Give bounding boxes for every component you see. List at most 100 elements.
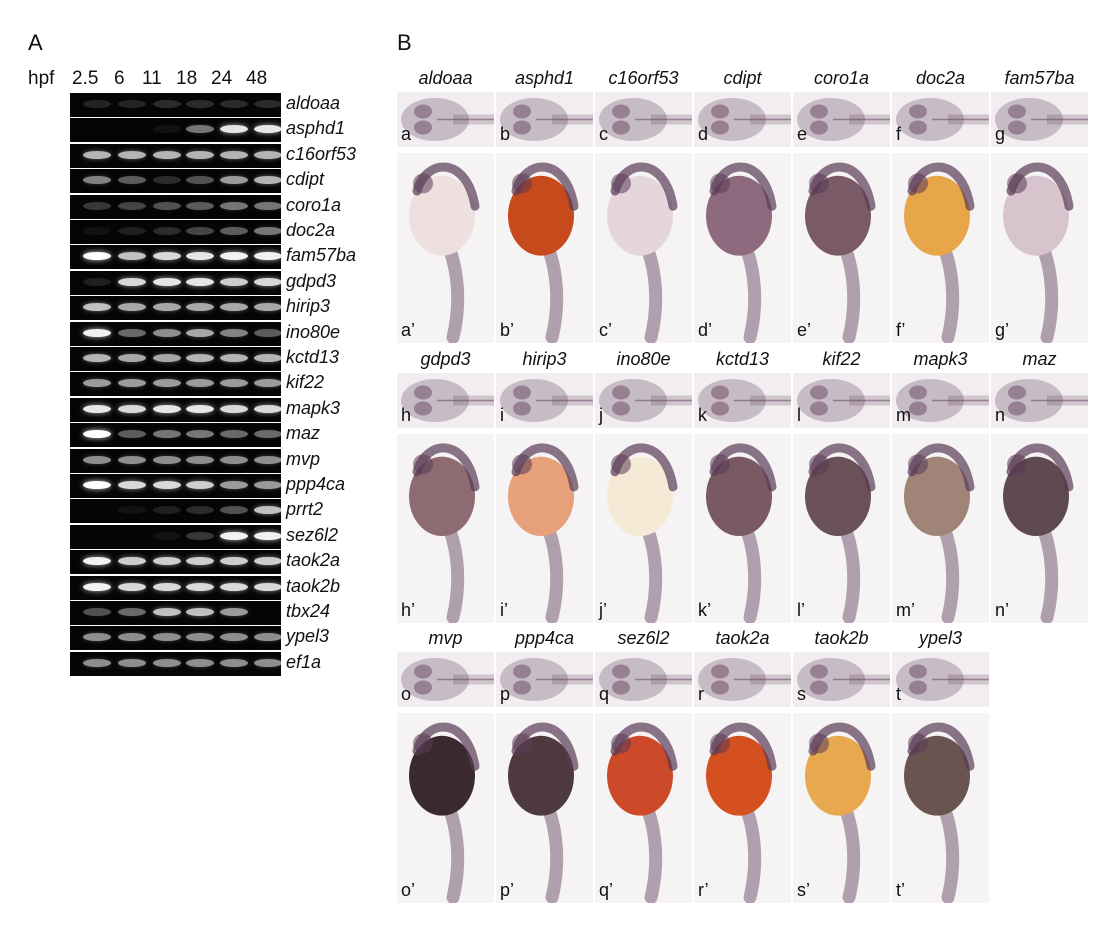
lateral-view-image: s’ bbox=[793, 713, 890, 903]
lateral-view-image: m’ bbox=[892, 434, 989, 623]
insitu-gene-title: aldoaa bbox=[418, 68, 473, 88]
gel-band bbox=[220, 125, 248, 134]
gel-band bbox=[254, 404, 282, 413]
gel-band bbox=[186, 277, 214, 286]
panel-sublabel: b bbox=[500, 124, 511, 144]
panel-sublabel: c’ bbox=[599, 320, 612, 340]
gel-gene-label: doc2a bbox=[286, 220, 336, 240]
gel-row-gdpd3 bbox=[70, 270, 282, 295]
insitu-gene-title: taok2b bbox=[814, 628, 869, 648]
gel-gene-label: maz bbox=[286, 423, 321, 444]
panel-sublabel: i bbox=[500, 405, 504, 425]
gel-band bbox=[220, 328, 248, 337]
gel-band bbox=[220, 658, 248, 667]
gel-band bbox=[83, 354, 111, 362]
gel-band bbox=[186, 379, 214, 388]
gel-gene-label: ppp4ca bbox=[286, 474, 346, 494]
gel-band bbox=[83, 430, 111, 439]
gel-band bbox=[220, 354, 248, 362]
panel-sublabel: t’ bbox=[896, 880, 905, 900]
gel-band bbox=[83, 227, 111, 235]
gel-band bbox=[220, 277, 248, 286]
gel-band bbox=[186, 506, 214, 515]
gel-band bbox=[254, 658, 282, 667]
gel-gene-label: c16orf53 bbox=[286, 143, 357, 164]
gel-band bbox=[254, 506, 282, 515]
gel-band bbox=[118, 150, 146, 159]
gel-band bbox=[254, 100, 282, 108]
dorsal-view-image: c bbox=[595, 92, 692, 147]
gel-band bbox=[118, 100, 146, 108]
gel-row-sez6l2 bbox=[70, 524, 282, 549]
timepoint-label: 6 bbox=[114, 68, 125, 89]
gel-band bbox=[118, 557, 146, 566]
gel-row-ef1a bbox=[70, 651, 282, 676]
gel-band bbox=[186, 201, 214, 210]
gel-band bbox=[220, 201, 248, 210]
gel-band bbox=[220, 633, 248, 642]
panel-sublabel: m’ bbox=[896, 600, 915, 620]
gel-band bbox=[186, 481, 214, 489]
lateral-view-image: n’ bbox=[991, 434, 1088, 623]
timepoint-label: 48 bbox=[246, 68, 268, 89]
insitu-gene-title: gdpd3 bbox=[420, 349, 471, 369]
gel-band bbox=[118, 506, 146, 515]
gel-row-doc2a bbox=[70, 220, 282, 244]
panel-sublabel: l’ bbox=[797, 600, 805, 620]
gel-band bbox=[153, 125, 181, 134]
dorsal-view-image: t bbox=[892, 652, 989, 707]
gel-band bbox=[118, 430, 146, 439]
dorsal-view-image: g bbox=[991, 92, 1088, 147]
gel-row-cdipt bbox=[70, 169, 282, 194]
gel-band bbox=[153, 608, 181, 616]
gel-band bbox=[254, 252, 282, 261]
gel-band bbox=[83, 455, 111, 464]
panel-sublabel: o’ bbox=[401, 880, 416, 900]
panel-sublabel: a’ bbox=[401, 320, 416, 340]
gel-band bbox=[83, 379, 111, 388]
gel-row-prrt2 bbox=[70, 499, 282, 524]
gel-gene-label: ef1a bbox=[286, 651, 322, 672]
gel-band bbox=[220, 100, 248, 108]
dorsal-view-image: b bbox=[496, 92, 593, 147]
gel-gene-label: tbx24 bbox=[286, 601, 331, 621]
gel-row-maz bbox=[70, 423, 282, 448]
gel-band bbox=[83, 404, 111, 413]
panel-sublabel: d’ bbox=[698, 320, 713, 340]
panel-sublabel: p bbox=[500, 684, 511, 704]
lateral-view-image: l’ bbox=[793, 434, 890, 623]
panel-sublabel: f bbox=[896, 124, 902, 144]
gel-gene-label: mvp bbox=[286, 448, 321, 469]
insitu-gene-title: asphd1 bbox=[514, 68, 575, 88]
gel-band bbox=[186, 582, 214, 591]
panel-sublabel: j’ bbox=[599, 600, 607, 620]
gel-row-coro1a bbox=[70, 194, 282, 219]
gel-band bbox=[118, 633, 146, 642]
gel-gene-label: prrt2 bbox=[286, 499, 324, 520]
panel-sublabel: n bbox=[995, 405, 1006, 425]
dorsal-view-image: o bbox=[397, 652, 494, 707]
panel-sublabel: p’ bbox=[500, 880, 515, 900]
panel-sublabel: f’ bbox=[896, 320, 906, 340]
dorsal-view-image: j bbox=[595, 373, 692, 428]
gel-gene-label: sez6l2 bbox=[286, 524, 339, 545]
panel-sublabel: q’ bbox=[599, 880, 614, 900]
gel-band bbox=[153, 379, 181, 388]
gel-band bbox=[83, 176, 111, 185]
gel-band bbox=[153, 404, 181, 413]
gel-band bbox=[118, 252, 146, 261]
insitu-gene-title: maz bbox=[1022, 349, 1057, 369]
gel-band bbox=[186, 354, 214, 362]
gel-band bbox=[220, 481, 248, 489]
gel-band bbox=[118, 328, 146, 337]
gel-row-ppp4ca bbox=[70, 474, 282, 498]
gel-row-kctd13 bbox=[70, 347, 282, 371]
gel-band bbox=[186, 404, 214, 413]
gel-band bbox=[118, 455, 146, 464]
gel-band bbox=[153, 531, 181, 540]
gel-band bbox=[186, 100, 214, 108]
gel-band bbox=[254, 481, 282, 489]
gel-band bbox=[254, 633, 282, 642]
lateral-view-image: q’ bbox=[595, 713, 692, 903]
gel-band bbox=[254, 531, 282, 540]
